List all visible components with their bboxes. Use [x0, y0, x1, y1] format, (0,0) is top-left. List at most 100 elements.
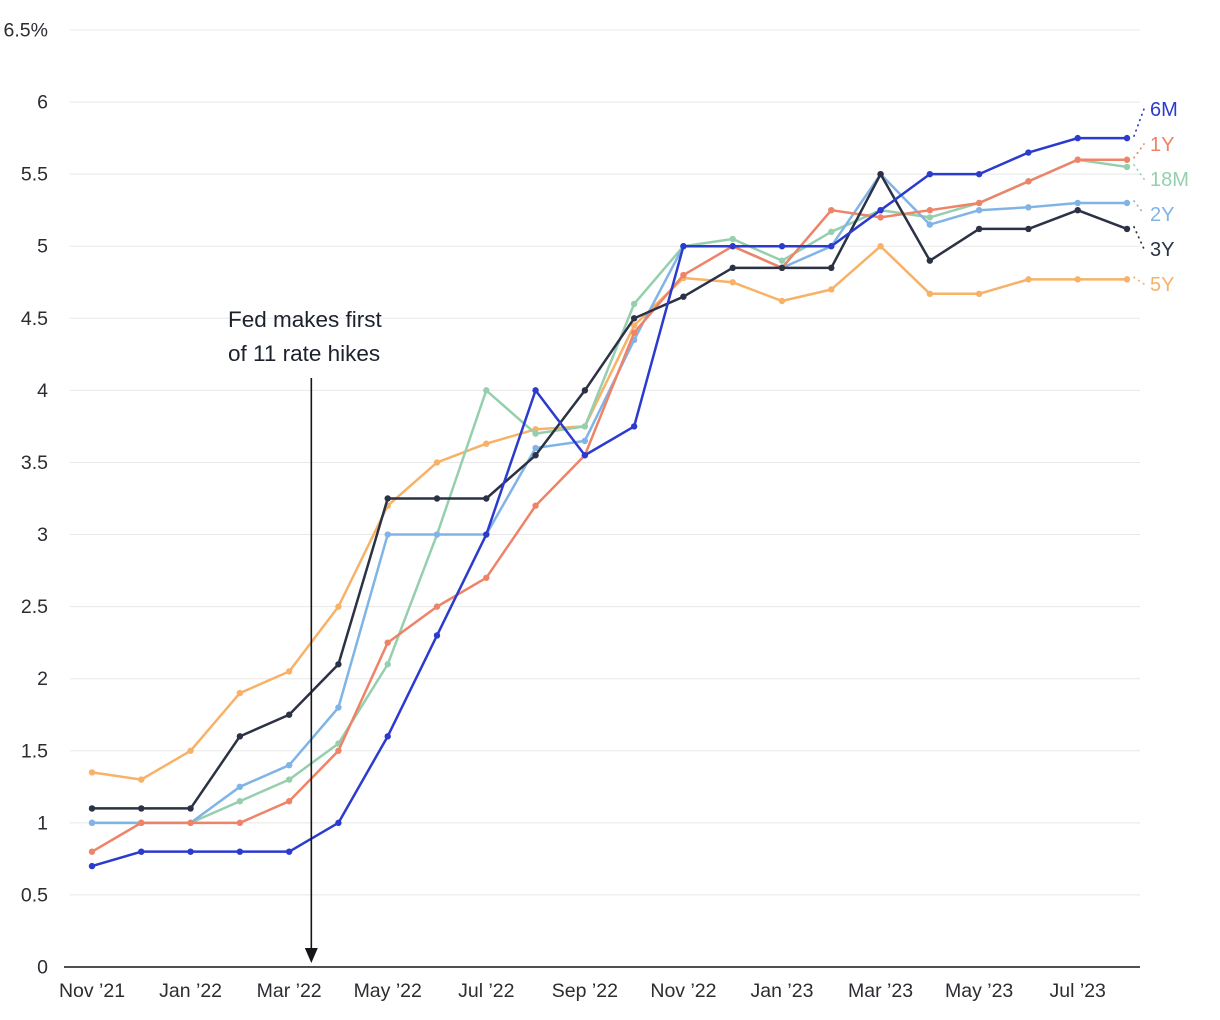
data-point-1Y	[680, 271, 687, 279]
data-point-6M	[285, 848, 293, 855]
data-point-5Y	[1123, 276, 1131, 283]
data-point-3Y	[778, 264, 786, 272]
data-point-3Y	[1123, 225, 1131, 233]
y-tick-label: 2	[37, 668, 48, 690]
data-point-5Y	[778, 297, 786, 305]
series-lines	[88, 134, 1131, 870]
data-point-6M	[187, 848, 194, 855]
data-point-2Y	[581, 437, 589, 445]
data-point-6M	[236, 848, 244, 855]
x-tick-label: Mar ’23	[848, 980, 913, 1002]
x-tick-label: Jan ’23	[751, 980, 814, 1002]
data-point-5Y	[187, 747, 194, 754]
data-point-1Y	[975, 199, 983, 207]
data-point-2Y	[335, 704, 342, 711]
data-point-1Y	[433, 603, 441, 610]
data-point-3Y	[630, 315, 638, 322]
y-tick-label: 6	[37, 92, 48, 114]
series-line-5Y	[90, 244, 1129, 781]
data-point-1Y	[384, 639, 391, 646]
y-tick-label: 4	[37, 380, 48, 402]
series-line-6M	[90, 136, 1129, 868]
data-point-18M	[285, 776, 293, 783]
data-point-1Y	[285, 798, 293, 805]
data-point-1Y	[236, 819, 244, 827]
data-point-5Y	[88, 769, 96, 776]
data-point-2Y	[1074, 199, 1081, 207]
legend-connector-18M	[1133, 164, 1145, 180]
data-point-1Y	[138, 819, 145, 827]
data-point-6M	[335, 819, 342, 827]
data-point-2Y	[236, 783, 244, 791]
data-point-18M	[630, 300, 638, 308]
data-point-1Y	[483, 574, 490, 581]
x-tick-label: Jul ’22	[458, 980, 514, 1002]
legend-connector-5Y	[1133, 276, 1145, 285]
data-point-6M	[926, 170, 934, 178]
x-tick-label: May ’23	[945, 980, 1013, 1002]
annotation: Fed makes first of 11 rate hikes	[228, 307, 383, 963]
y-tick-label: 6.5%	[4, 20, 48, 42]
data-point-5Y	[285, 668, 293, 675]
x-tick-label: Jul ’23	[1050, 980, 1106, 1002]
data-point-18M	[581, 423, 589, 430]
gridlines	[70, 29, 1140, 896]
series-end-label-1Y: 1Y	[1150, 134, 1174, 156]
data-point-3Y	[680, 293, 687, 300]
data-point-18M	[828, 228, 835, 236]
data-point-2Y	[88, 819, 96, 827]
data-point-6M	[138, 848, 145, 855]
data-point-1Y	[1123, 156, 1131, 163]
data-point-5Y	[975, 290, 983, 298]
data-point-5Y	[630, 322, 638, 329]
data-point-2Y	[433, 531, 441, 538]
data-point-1Y	[335, 747, 342, 754]
data-point-6M	[828, 243, 835, 250]
data-point-1Y	[926, 206, 934, 214]
data-point-3Y	[433, 495, 441, 502]
data-point-3Y	[138, 805, 145, 812]
data-point-3Y	[384, 495, 391, 502]
data-point-3Y	[729, 264, 736, 272]
series-line-18M	[90, 158, 1129, 825]
annotation-line-1: Fed makes first	[228, 307, 383, 332]
data-point-2Y	[975, 206, 983, 214]
y-tick-label: 5	[37, 236, 48, 258]
y-tick-label: 1.5	[21, 740, 48, 762]
data-point-6M	[877, 206, 884, 214]
data-point-2Y	[532, 444, 539, 452]
data-point-1Y	[1074, 156, 1081, 163]
x-tick-label: Nov ’22	[650, 980, 716, 1002]
data-point-5Y	[828, 286, 835, 293]
data-point-5Y	[335, 603, 342, 610]
data-point-6M	[630, 423, 638, 430]
y-tick-label: 0	[37, 957, 48, 979]
legend-connector-3Y	[1133, 226, 1145, 250]
data-point-5Y	[483, 440, 490, 447]
data-point-3Y	[88, 805, 96, 812]
data-point-6M	[680, 243, 687, 250]
data-point-5Y	[1025, 276, 1032, 283]
data-point-5Y	[926, 290, 934, 298]
data-point-1Y	[88, 848, 96, 855]
y-tick-label: 5.5	[21, 164, 48, 186]
data-point-5Y	[729, 279, 736, 286]
data-point-1Y	[187, 819, 194, 827]
data-point-6M	[1025, 149, 1032, 156]
series-line-1Y	[90, 158, 1129, 853]
data-point-3Y	[975, 225, 983, 233]
data-point-1Y	[1025, 178, 1032, 185]
data-point-2Y	[285, 761, 293, 769]
data-point-5Y	[1074, 276, 1081, 283]
x-tick-label: Nov ’21	[59, 980, 125, 1002]
data-point-18M	[1123, 163, 1131, 171]
y-tick-label: 3.5	[21, 452, 48, 474]
data-point-6M	[433, 632, 441, 639]
series-end-label-6M: 6M	[1150, 99, 1178, 121]
data-point-3Y	[335, 661, 342, 668]
data-point-3Y	[877, 170, 884, 178]
data-point-18M	[729, 235, 736, 243]
y-tick-label: 2.5	[21, 596, 48, 618]
